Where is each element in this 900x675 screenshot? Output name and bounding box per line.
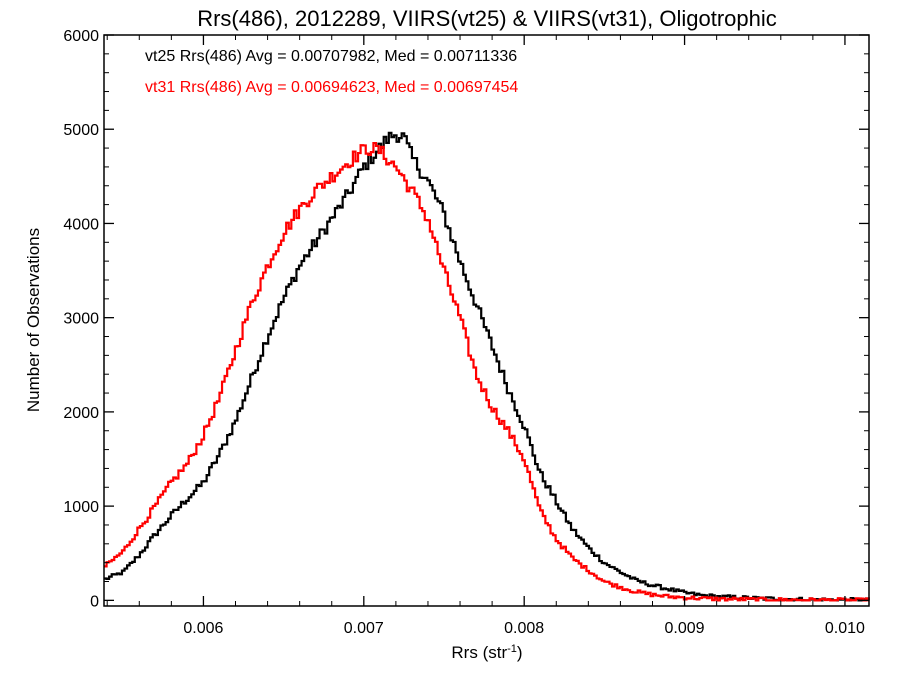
axes-layer: 0.006 0.007 0.008 0.009 0.010 0 1000 2000 3000 40…: [63, 28, 870, 637]
x-axis-label: Rrs (str-1): [451, 643, 522, 662]
y-tick-label-6: 6000: [63, 28, 99, 45]
x-axis-label-end: ): [517, 643, 523, 662]
legend: vt25 Rrs(486) Avg = 0.00707982, Med = 0.…: [145, 48, 518, 96]
legend-entry-vt31: vt31 Rrs(486) Avg = 0.00694623, Med = 0.…: [145, 79, 518, 96]
y-axis-label: Number of Observations: [24, 228, 43, 412]
plot-frame: [103, 34, 870, 607]
x-tick-label-1: 0.007: [344, 620, 384, 637]
x-tick-label-4: 0.010: [825, 620, 865, 637]
chart-title: Rrs(486), 2012289, VIIRS(vt25) & VIIRS(v…: [197, 6, 777, 31]
y-tick-label-3: 3000: [63, 311, 99, 328]
y-tick-label-2: 2000: [63, 405, 99, 422]
x-tick-label-2: 0.008: [504, 620, 544, 637]
y-tick-label-4: 4000: [63, 216, 99, 233]
x-tick-label-3: 0.009: [665, 620, 705, 637]
y-tick-label-0: 0: [90, 593, 99, 610]
y-tick-label-5: 5000: [63, 122, 99, 139]
legend-entry-vt25: vt25 Rrs(486) Avg = 0.00707982, Med = 0.…: [145, 48, 517, 65]
series-line-0: [104, 131, 870, 602]
x-tick-label-0: 0.006: [183, 620, 223, 637]
x-axis-label-sup: -1: [507, 643, 517, 655]
y-tick-label-1: 1000: [63, 499, 99, 516]
x-axis-label-main: Rrs (str: [451, 643, 507, 662]
series-line-1: [104, 141, 870, 602]
series-layer: [104, 131, 870, 602]
